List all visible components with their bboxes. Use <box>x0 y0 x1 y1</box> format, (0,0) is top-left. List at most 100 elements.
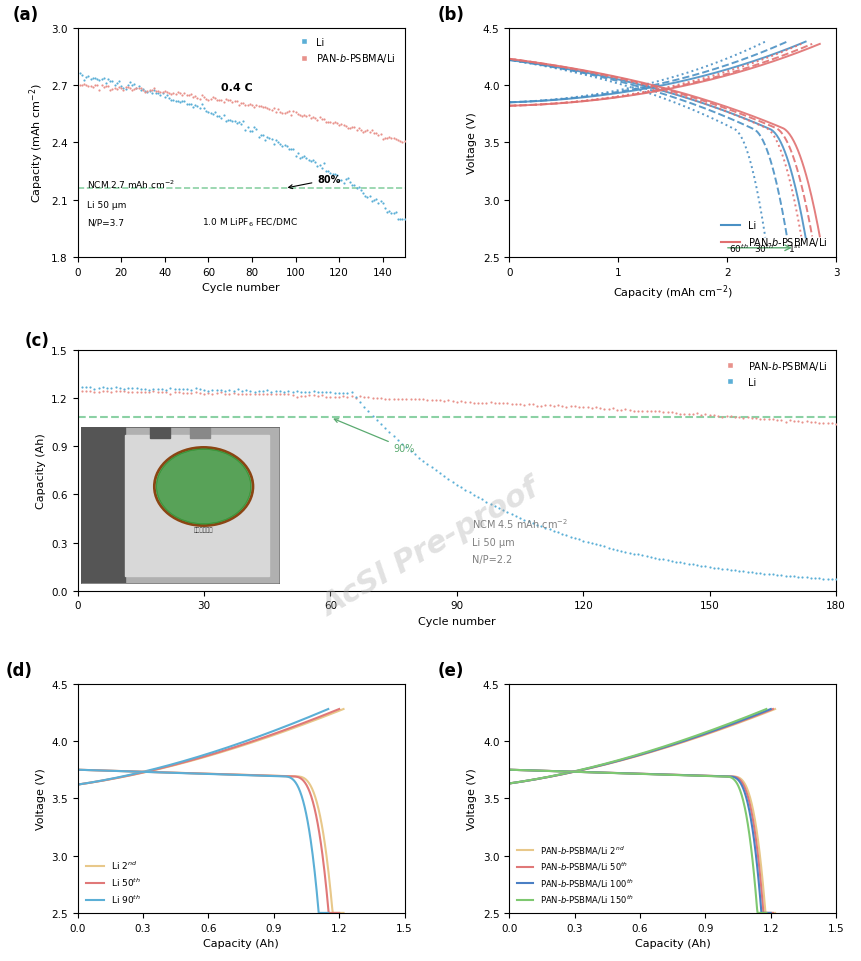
Point <box>277 106 291 121</box>
Point <box>245 125 258 140</box>
Point <box>723 562 737 578</box>
Point <box>175 88 189 104</box>
Point <box>176 382 189 397</box>
Text: 90%: 90% <box>334 419 414 454</box>
Point <box>125 83 139 98</box>
Point <box>740 410 753 426</box>
Text: N/P=3.7: N/P=3.7 <box>87 219 124 228</box>
Point <box>79 78 93 93</box>
Point <box>167 382 181 398</box>
Point <box>117 382 131 398</box>
Point <box>310 113 324 129</box>
Point <box>140 86 154 101</box>
Point <box>280 106 294 121</box>
Point <box>273 106 287 121</box>
Point <box>321 164 335 180</box>
Point <box>351 121 365 136</box>
Point <box>361 390 375 406</box>
Point <box>647 551 661 566</box>
Y-axis label: Voltage (V): Voltage (V) <box>467 112 477 174</box>
Point <box>496 503 510 518</box>
Point <box>330 116 344 132</box>
Point <box>538 521 552 536</box>
Point <box>521 397 535 412</box>
Point <box>744 565 758 580</box>
Point <box>222 387 236 403</box>
Point <box>82 69 96 85</box>
Point <box>123 75 137 90</box>
Point <box>142 83 156 98</box>
Point <box>201 93 215 109</box>
Point <box>610 403 623 418</box>
Point <box>432 393 446 408</box>
Point <box>614 543 628 558</box>
Point <box>690 407 703 422</box>
Point <box>554 527 568 542</box>
Point <box>88 385 102 401</box>
Point <box>302 388 316 404</box>
Point <box>770 568 784 583</box>
Point <box>142 85 156 100</box>
Point <box>184 382 198 398</box>
Point <box>777 568 791 583</box>
Point <box>220 93 234 109</box>
Point <box>344 389 358 405</box>
Point <box>179 88 193 104</box>
Legend: PAN-$b$-PSBMA/Li 2$^{nd}$, PAN-$b$-PSBMA/Li 50$^{th}$, PAN-$b$-PSBMA/Li 100$^{th: PAN-$b$-PSBMA/Li 2$^{nd}$, PAN-$b$-PSBMA… <box>513 840 636 909</box>
Point <box>226 386 240 402</box>
Point <box>719 408 733 424</box>
Point <box>550 398 564 413</box>
Point <box>664 406 678 421</box>
Point <box>112 74 126 89</box>
Point <box>496 396 510 411</box>
Point <box>770 412 784 428</box>
Point <box>351 180 365 195</box>
Point <box>356 400 370 415</box>
Point <box>546 524 560 539</box>
Text: 1.0 M LiPF$_6$ FEC/DMC: 1.0 M LiPF$_6$ FEC/DMC <box>201 216 297 229</box>
Point <box>375 196 389 211</box>
Point <box>424 460 438 476</box>
Point <box>115 82 128 97</box>
Point <box>243 383 257 399</box>
Point <box>298 388 312 404</box>
Point <box>369 391 383 407</box>
Point <box>748 565 762 580</box>
Point <box>277 384 291 400</box>
Point <box>652 404 666 419</box>
Point <box>735 410 749 426</box>
Point <box>77 77 91 92</box>
Point <box>195 88 208 104</box>
Point <box>327 167 341 183</box>
Point <box>290 146 304 161</box>
Point <box>605 541 619 556</box>
Point <box>155 384 169 400</box>
Point <box>429 393 443 408</box>
Point <box>369 192 382 208</box>
Point <box>219 114 232 130</box>
Point <box>403 444 417 459</box>
Point <box>306 153 319 168</box>
Point <box>391 134 405 149</box>
Point <box>210 110 224 125</box>
Point <box>145 86 158 102</box>
Point <box>129 82 143 97</box>
Point <box>311 384 325 400</box>
Point <box>121 384 135 400</box>
Point <box>186 100 200 115</box>
Point <box>294 384 307 400</box>
Point <box>454 480 468 496</box>
Point <box>790 569 804 584</box>
Point <box>156 86 170 102</box>
Point <box>358 124 372 139</box>
Point <box>104 384 118 400</box>
Point <box>103 74 117 89</box>
Point <box>208 91 221 107</box>
Point <box>765 567 779 582</box>
Point <box>820 572 833 587</box>
Point <box>337 118 350 134</box>
Point <box>407 447 421 462</box>
Point <box>397 212 411 228</box>
Point <box>474 396 488 411</box>
Point <box>584 535 598 551</box>
